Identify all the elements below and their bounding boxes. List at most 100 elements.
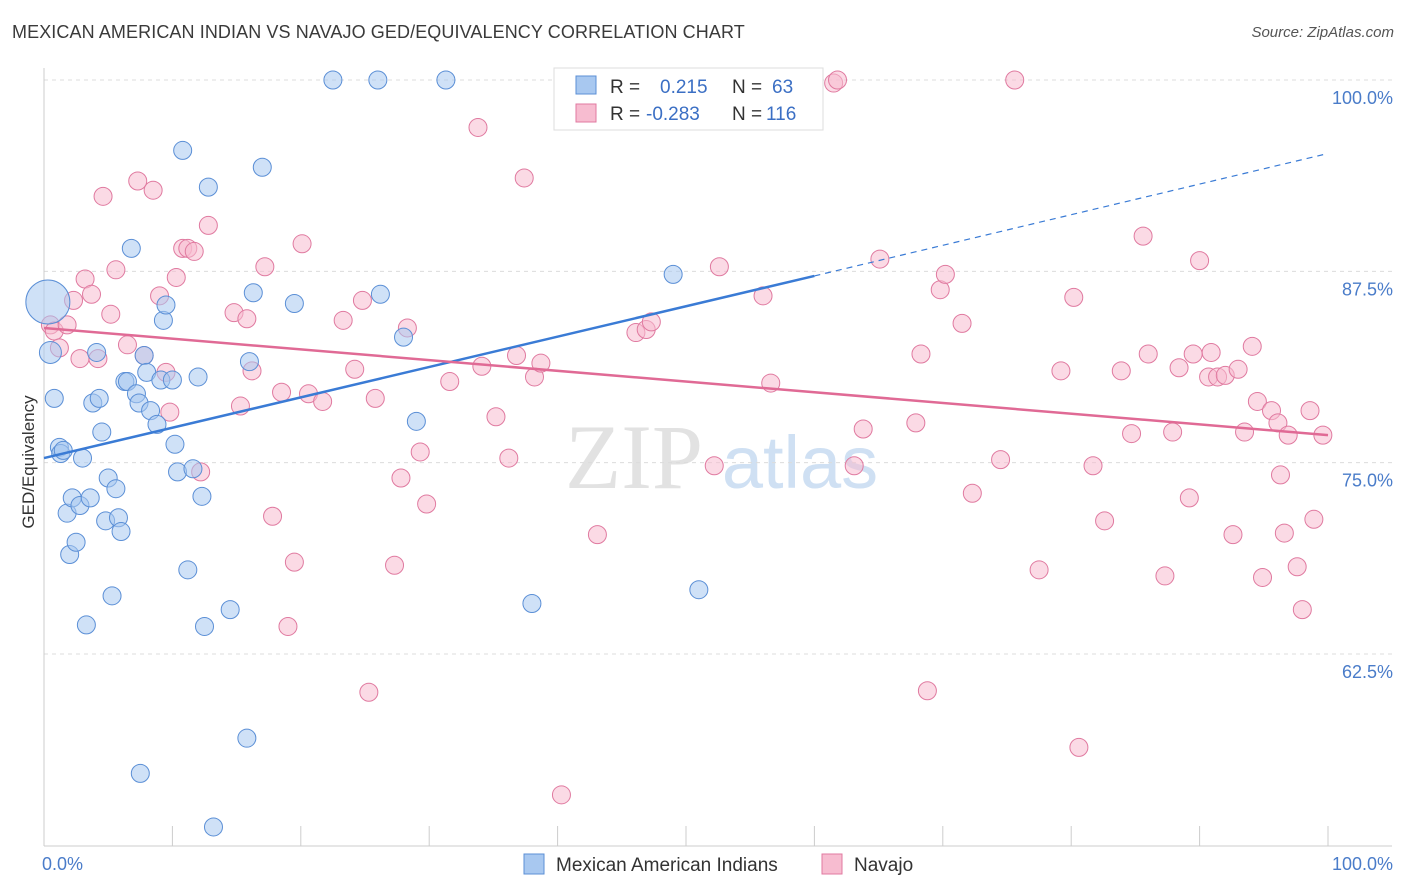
data-point	[284, 552, 304, 572]
data-point	[1163, 422, 1183, 442]
data-point	[38, 340, 62, 364]
data-point	[183, 459, 203, 479]
legend-label-navajo: Navajo	[854, 855, 913, 876]
stats-r-value-blue: 0.215	[660, 77, 708, 98]
data-point	[162, 370, 182, 390]
trend-line-mexican-american-indians-extension	[814, 152, 1329, 277]
data-point	[991, 450, 1011, 470]
data-point	[106, 260, 126, 280]
data-point	[173, 140, 193, 160]
data-point	[352, 290, 372, 310]
data-point	[345, 359, 365, 379]
data-point	[243, 283, 263, 303]
data-point	[143, 180, 163, 200]
data-point	[394, 327, 414, 347]
data-point	[87, 342, 107, 362]
data-point	[689, 580, 709, 600]
data-point	[111, 522, 131, 542]
data-point	[522, 593, 542, 613]
data-point	[1133, 226, 1153, 246]
data-point	[1223, 525, 1243, 545]
data-point	[130, 763, 150, 783]
data-point	[410, 442, 430, 462]
chart-title: MEXICAN AMERICAN INDIAN VS NAVAJO GED/EQ…	[12, 22, 745, 42]
data-point	[1138, 344, 1158, 364]
data-point	[359, 682, 379, 702]
data-point	[486, 407, 506, 427]
data-point	[252, 157, 272, 177]
y-tick-label: 87.5%	[1342, 279, 1393, 299]
data-point	[203, 817, 223, 837]
data-point	[198, 215, 218, 235]
data-point	[92, 422, 112, 442]
data-point	[1287, 557, 1307, 577]
data-point	[1064, 287, 1084, 307]
data-point	[166, 267, 186, 287]
data-point	[237, 728, 257, 748]
data-point	[1300, 401, 1320, 421]
data-point	[117, 335, 137, 355]
data-point	[220, 600, 240, 620]
data-point	[1270, 465, 1290, 485]
data-point	[952, 313, 972, 333]
data-point	[514, 168, 534, 188]
data-point	[370, 284, 390, 304]
x-tick-label-start: 0.0%	[42, 854, 83, 874]
data-point	[1228, 359, 1248, 379]
data-point	[1247, 391, 1267, 411]
data-point	[468, 117, 488, 137]
data-point	[1169, 358, 1189, 378]
data-point	[911, 344, 931, 364]
data-point	[436, 70, 456, 90]
data-point	[278, 616, 298, 636]
data-point	[417, 494, 437, 514]
data-point	[239, 352, 259, 372]
data-point	[323, 70, 343, 90]
data-point	[1292, 600, 1312, 620]
data-point	[76, 615, 96, 635]
data-point	[101, 304, 121, 324]
data-point	[313, 391, 333, 411]
data-point	[1235, 422, 1255, 442]
trend-line-navajo	[43, 326, 1329, 437]
data-point	[284, 293, 304, 313]
data-point	[1179, 488, 1199, 508]
data-point	[828, 70, 848, 90]
x-tick-label-end: 100.0%	[1332, 854, 1393, 874]
data-point	[1274, 523, 1294, 543]
data-point	[160, 402, 180, 422]
source-label: Source: ZipAtlas.com	[1251, 24, 1394, 41]
data-point	[178, 560, 198, 580]
data-point	[168, 462, 188, 482]
bottom-legend: Mexican American Indians Navajo	[523, 853, 913, 876]
y-tick-label: 75.0%	[1342, 471, 1393, 491]
data-point	[709, 257, 729, 277]
data-point	[663, 264, 683, 284]
data-point	[1278, 425, 1298, 445]
data-point	[906, 413, 926, 433]
data-point	[1253, 567, 1273, 587]
data-point	[1201, 342, 1221, 362]
data-point	[1183, 344, 1203, 364]
stats-legend-swatch-blue	[575, 75, 597, 95]
data-point	[25, 279, 71, 325]
data-point	[272, 382, 292, 402]
data-point	[165, 434, 185, 454]
data-point	[333, 310, 353, 330]
stats-n-label-pink: N =	[732, 104, 762, 125]
data-point	[93, 186, 113, 206]
legend-swatch-navajo	[821, 853, 843, 875]
data-point	[292, 234, 312, 254]
data-point	[844, 456, 864, 476]
data-point	[385, 555, 405, 575]
data-point	[128, 171, 148, 191]
data-point	[1242, 336, 1262, 356]
data-point	[134, 346, 154, 366]
data-point	[188, 367, 208, 387]
data-point	[406, 411, 426, 431]
data-point	[1051, 361, 1071, 381]
data-point	[1005, 70, 1025, 90]
data-point	[1190, 251, 1210, 271]
data-point	[440, 372, 460, 392]
